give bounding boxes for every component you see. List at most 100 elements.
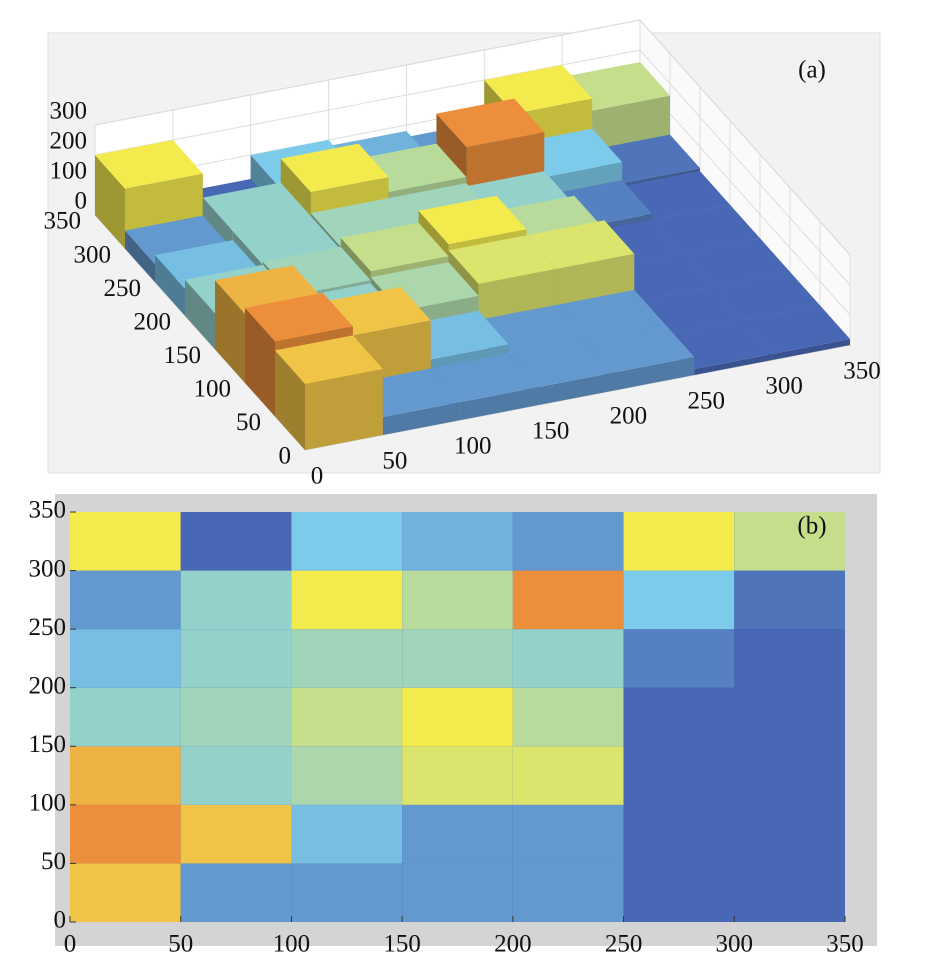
y-tick-label: 250 — [104, 275, 142, 302]
heatmap-cell — [70, 687, 181, 747]
y-tick-label: 0 — [54, 907, 67, 934]
heatmap-cell — [180, 512, 292, 571]
heatmap-cell — [402, 804, 513, 864]
cell-side — [382, 402, 461, 435]
heatmap-cell — [180, 746, 292, 805]
heatmap-cell — [512, 804, 624, 864]
x-tick-label: 200 — [610, 403, 648, 430]
panel-label: (a) — [798, 57, 826, 84]
surface-cell — [418, 195, 527, 245]
heatmap-cell — [291, 512, 403, 571]
surface-cell — [430, 353, 539, 402]
heatmap-cell — [291, 804, 403, 864]
heatmap-cell — [402, 746, 513, 805]
z-tick-label: 200 — [50, 128, 88, 155]
z-tick-label: 300 — [50, 98, 88, 125]
heatmap-cell — [512, 512, 624, 571]
cell-side — [185, 279, 215, 350]
y-tick-label: 150 — [29, 731, 67, 758]
heatmap-cell — [512, 863, 624, 922]
surface-cell — [652, 204, 760, 254]
cell-side — [460, 387, 539, 420]
y-tick-label: 150 — [164, 342, 202, 369]
heatmap-cell — [402, 512, 513, 571]
surface-cell — [245, 292, 353, 342]
cell-side — [215, 280, 245, 383]
heatmap-cell — [512, 570, 624, 630]
heatmap-cell — [623, 746, 735, 805]
heatmap-cell — [512, 629, 624, 688]
x-tick-label: 50 — [168, 931, 193, 958]
cell-side — [245, 307, 275, 417]
heatmap-cell — [180, 629, 292, 688]
heatmap-cell — [70, 746, 181, 805]
x-tick-label: 0 — [64, 931, 77, 958]
y-tick-label: 350 — [29, 497, 67, 524]
heatmap-cell — [70, 512, 181, 571]
x-tick-label: 0 — [311, 463, 324, 490]
heatmap-cell — [623, 629, 735, 688]
cell-side — [275, 350, 305, 450]
z-tick-label: 0 — [75, 188, 88, 215]
heatmap-cell — [734, 687, 845, 747]
y-tick-label: 350 — [44, 208, 82, 235]
heatmap-cell — [70, 570, 181, 630]
cell-side — [95, 155, 125, 249]
heatmap-cell — [734, 629, 845, 688]
heatmap-cell — [291, 863, 403, 922]
x-tick-label: 300 — [765, 373, 803, 400]
surface-cell — [448, 235, 557, 284]
heatmap-cell — [291, 570, 403, 630]
x-tick-label: 200 — [494, 931, 532, 958]
cell-side — [155, 255, 185, 316]
heatmap-cell — [402, 687, 513, 747]
cell-side — [616, 357, 695, 390]
heatmap-cell — [180, 804, 292, 864]
heatmap-cell — [623, 570, 735, 630]
heatmap-cell — [734, 512, 845, 571]
surface-cell — [622, 171, 730, 220]
surface-cell — [586, 323, 695, 372]
heatmap-cell — [70, 629, 181, 688]
x-tick-label: 100 — [454, 433, 492, 460]
x-tick-label: 300 — [716, 931, 754, 958]
heatmap-cell — [402, 863, 513, 922]
x-tick-label: 350 — [826, 931, 864, 958]
surface-cell — [280, 143, 389, 193]
x-tick-label: 250 — [605, 931, 643, 958]
surface-cell — [436, 98, 545, 148]
surface-cell — [95, 140, 203, 189]
surface-cell — [556, 289, 665, 339]
heatmap-cell — [402, 629, 513, 688]
heatmap-cell — [180, 687, 292, 747]
y-tick-label: 250 — [29, 614, 67, 641]
x-tick-label: 100 — [273, 931, 311, 958]
surface-cell — [202, 182, 311, 232]
heatmap-cell — [180, 570, 292, 630]
y-tick-label: 100 — [194, 376, 232, 403]
heatmap-cell — [70, 804, 181, 864]
heatmap-cell — [291, 629, 403, 688]
heatmap-cell — [402, 570, 513, 630]
surface-cell — [526, 220, 635, 269]
panel-label: (b) — [797, 513, 826, 540]
heatmap-cell — [180, 863, 292, 922]
z-tick-label: 100 — [50, 158, 88, 185]
surface-cell — [742, 305, 850, 354]
y-tick-label: 0 — [279, 443, 292, 470]
x-tick-label: 350 — [843, 358, 881, 385]
heatmap-cell — [734, 804, 845, 864]
grid-line — [94, 19, 851, 256]
x-tick-label: 50 — [382, 448, 407, 475]
heatmap-cell — [70, 863, 181, 922]
cell-side — [694, 354, 773, 375]
y-tick-label: 300 — [74, 241, 112, 268]
y-tick-label: 300 — [29, 555, 67, 582]
cell-side — [538, 372, 617, 405]
heatmap-cell — [623, 687, 735, 747]
cell-side — [125, 230, 155, 283]
x-tick-label: 250 — [688, 388, 726, 415]
heatmap-cell — [291, 746, 403, 805]
heatmap-cell — [734, 746, 845, 805]
